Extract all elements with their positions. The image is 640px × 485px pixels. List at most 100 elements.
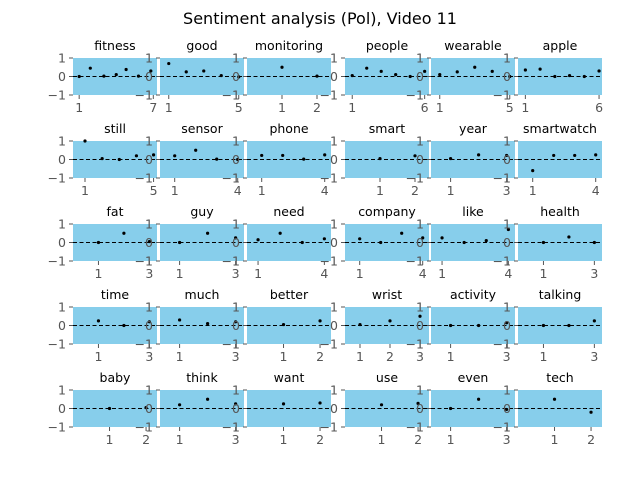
panel-title: wrist [372,287,402,302]
x-tick-label: 1 [254,266,262,281]
y-tick-label: 1 [145,217,153,232]
x-tick-label: 1 [551,432,559,447]
panel-title: smartwatch [523,121,597,136]
data-point [508,74,512,79]
x-tick-label: 4 [419,266,427,281]
data-point [102,74,106,78]
data-point [449,323,453,328]
y-tick-label: 1 [503,134,511,149]
data-point [477,323,481,328]
data-point [388,319,392,323]
panel-title: like [462,204,484,219]
y-tick-label: −1 [493,88,511,103]
x-tick-label: 1 [539,266,547,281]
x-tick-label: 1 [447,432,455,447]
y-tick-label: −1 [320,420,338,435]
data-point [122,323,126,328]
panel-title: activity [450,287,497,302]
y-tick-label: 1 [232,134,240,149]
data-point [505,407,509,412]
y-tick-label: 1 [58,300,66,315]
y-tick-label: 1 [416,217,424,232]
y-tick-label: 1 [58,51,66,66]
data-point [379,69,383,73]
panel-title: use [376,370,398,385]
y-tick-label: −1 [406,88,424,103]
y-tick-label: 0 [232,152,240,167]
data-point [107,406,112,411]
data-point [206,231,210,235]
data-point [358,237,362,241]
x-tick-label: 1 [447,183,455,198]
y-tick-label: −1 [135,88,153,103]
x-tick-label: 1 [75,100,83,115]
x-tick-label: 1 [106,432,114,447]
x-tick-label: 3 [590,266,598,281]
x-tick-label: 3 [503,349,511,364]
x-tick-label: 1 [165,100,173,115]
y-tick-label: 0 [330,69,338,84]
panel-people: people −1 0 1 1 6 [320,38,429,115]
data-point [237,75,241,79]
panel-wearable: wearable −1 0 1 1 5 [406,38,515,115]
data-point [379,403,384,407]
x-tick-label: 4 [504,266,512,281]
panel-title: sensor [181,121,223,136]
x-tick-label: 1 [94,266,102,281]
panel-title: apple [543,38,578,53]
y-tick-label: 1 [145,134,153,149]
data-point [552,153,556,158]
data-point [418,314,422,318]
y-tick-label: 1 [58,383,66,398]
data-point [408,74,412,79]
panel-title: tech [546,370,573,385]
x-tick-label: 1 [176,349,184,364]
y-tick-label: −1 [135,420,153,435]
data-point [594,153,598,157]
y-tick-label: −1 [493,420,511,435]
panel-health: health −1 0 1 1 3 [493,204,602,281]
x-tick-label: 2 [414,432,422,447]
data-point [440,236,444,240]
data-point [234,320,238,324]
data-point [477,153,481,157]
data-point [400,231,404,235]
panel-time: time −1 0 1 1 3 [48,287,157,364]
data-point [358,322,362,327]
x-tick-label: 3 [590,349,598,364]
data-point [96,240,101,245]
panel-good: good −1 0 1 1 5 [135,38,244,115]
panel-title: time [101,287,130,302]
figure-title: Sentiment analysis (Pol), Video 11 [183,9,457,28]
data-point [416,401,420,405]
x-tick-label: 6 [421,100,429,115]
y-tick-label: 0 [330,152,338,167]
data-point [167,61,171,66]
panel-title: think [186,370,218,385]
data-point [473,65,477,69]
x-tick-label: 1 [529,183,537,198]
data-point [151,153,156,157]
y-tick-label: −1 [406,254,424,269]
y-tick-label: 1 [232,51,240,66]
y-tick-label: −1 [135,254,153,269]
x-tick-label: 2 [142,432,150,447]
panel-want: want −1 0 1 1 2 [222,370,331,447]
panel-apple: apple −1 0 1 1 6 [493,38,604,115]
data-point [280,65,284,69]
data-point [236,157,240,162]
y-tick-label: 1 [232,300,240,315]
panel-title: baby [100,370,132,385]
panel-title: phone [269,121,308,136]
y-tick-label: −1 [320,171,338,186]
x-tick-label: 6 [595,100,603,115]
data-point [592,319,596,323]
x-tick-label: 1 [539,349,547,364]
y-tick-label: 1 [416,300,424,315]
x-tick-label: 2 [587,432,595,447]
data-point [423,69,427,73]
y-tick-label: −1 [135,171,153,186]
panel-better: better −1 0 1 1 2 [222,287,331,364]
y-tick-label: 1 [416,383,424,398]
data-point [234,402,238,406]
